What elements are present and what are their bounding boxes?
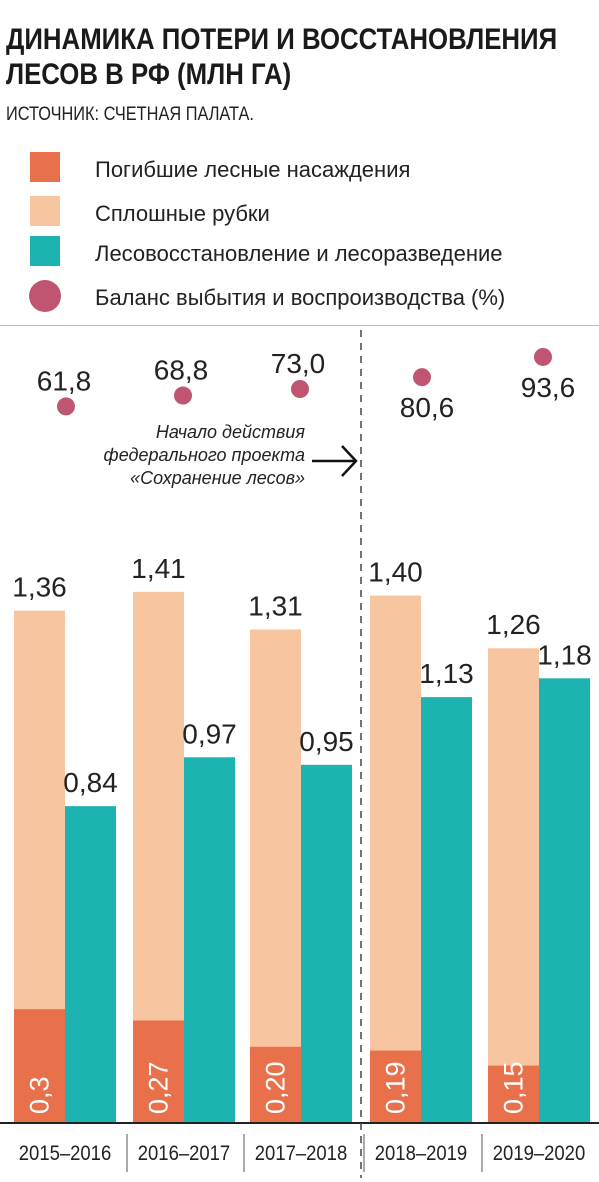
label-reforestation-0: 0,84 — [63, 767, 118, 798]
bar-reforestation-4 — [539, 678, 590, 1122]
bar-dead-0 — [14, 1009, 65, 1122]
legend-label-dead: Погибшие лесные насаждения — [95, 157, 411, 182]
bars-layer — [14, 591, 590, 1122]
legend-label-reforestation: Лесовосстановление и лесоразведение — [95, 241, 503, 266]
legend-label-clearcut: Сплошные рубки — [95, 201, 270, 226]
bar-dead-2 — [250, 1046, 301, 1122]
balance-dot-4 — [534, 347, 552, 366]
x-tick-label-0: 2015–2016 — [19, 1142, 111, 1165]
label-reforestation-3: 1,13 — [419, 658, 474, 689]
legend-item-dead: Погибшие лесные насаждения — [0, 150, 599, 190]
x-tick-label-1: 2016–2017 — [138, 1142, 230, 1165]
balance-dot-0 — [57, 397, 75, 416]
label-clearcut-4: 1,26 — [486, 609, 541, 640]
legend-divider — [0, 325, 599, 326]
label-balance-2: 73,0 — [271, 348, 326, 379]
chart-title-line1: ДИНАМИКА ПОТЕРИ И ВОССТАНОВЛЕНИЯ — [6, 23, 558, 56]
annotation-line2: федерального проекта — [104, 445, 306, 465]
bar-dead-3 — [370, 1050, 421, 1122]
legend-item-balance: Баланс выбытия и воспроизводства (%) — [0, 278, 599, 318]
annotation-line3: «Сохранение лесов» — [130, 468, 305, 488]
legend-item-reforestation: Лесовосстановление и лесоразведение — [0, 234, 599, 274]
legend-label-balance: Баланс выбытия и воспроизводства (%) — [95, 285, 506, 310]
bar-reforestation-1 — [184, 757, 235, 1122]
annotation-arrow-head — [341, 445, 358, 477]
label-clearcut-2: 1,31 — [248, 590, 303, 621]
chart-source: ИСТОЧНИК: СЧЕТНАЯ ПАЛАТА. — [6, 104, 254, 125]
x-axis: 2015–2016 2016–2017 2017–2018 2018–2019 2019… — [0, 330, 599, 1178]
labels-layer: 1,36 0,84 0,3 61,8 1,41 0,97 0,27 68,8 1,31 0,95 0… — [12, 347, 592, 1114]
label-reforestation-2: 0,95 — [299, 726, 354, 757]
label-clearcut-3: 1,40 — [368, 557, 423, 588]
bar-dead-1 — [133, 1020, 184, 1122]
label-clearcut-1: 1,41 — [131, 553, 186, 584]
legend-item-clearcut: Сплошные рубки — [0, 194, 599, 234]
bar-dead-4 — [488, 1065, 539, 1122]
balance-dot-2 — [291, 380, 309, 398]
balance-dot-1 — [174, 386, 192, 405]
bar-clearcut-3 — [370, 595, 421, 1122]
legend-swatch-clearcut — [30, 196, 60, 226]
label-reforestation-1: 0,97 — [182, 718, 237, 749]
balance-dot-3 — [413, 368, 431, 387]
label-dead-2: 0,20 — [261, 1061, 291, 1114]
legend-swatch-reforestation — [30, 236, 60, 266]
bar-clearcut-4 — [488, 648, 539, 1122]
x-tick-label-4: 2019–2020 — [493, 1142, 585, 1165]
bar-reforestation-3 — [421, 697, 472, 1122]
x-tick-label-2: 2017–2018 — [255, 1142, 347, 1165]
legend-dot-balance — [29, 280, 61, 312]
label-balance-3: 80,6 — [400, 392, 455, 423]
label-clearcut-0: 1,36 — [12, 572, 67, 603]
project-annotation: Начало действия федерального проекта «Со… — [104, 422, 358, 488]
annotation-line1: Начало действия — [156, 422, 305, 442]
label-balance-4: 93,6 — [521, 372, 576, 403]
chart-title: ДИНАМИКА ПОТЕРИ И ВОССТАНОВЛЕНИЯ ЛЕСОВ В… — [6, 22, 557, 92]
bar-clearcut-2 — [250, 629, 301, 1122]
label-dead-1: 0,27 — [144, 1061, 174, 1114]
legend-swatch-dead — [30, 152, 60, 182]
bar-reforestation-0 — [65, 806, 116, 1122]
label-dead-3: 0,19 — [381, 1061, 411, 1114]
label-balance-1: 68,8 — [154, 355, 209, 386]
label-balance-0: 61,8 — [37, 365, 92, 396]
x-tick-label-3: 2018–2019 — [375, 1142, 467, 1165]
label-reforestation-4: 1,18 — [537, 639, 592, 670]
bar-reforestation-2 — [301, 764, 352, 1122]
chart-title-line2: ЛЕСОВ В РФ (МЛН ГА) — [6, 58, 292, 91]
label-dead-4: 0,15 — [499, 1061, 529, 1114]
label-dead-0: 0,3 — [25, 1076, 55, 1114]
